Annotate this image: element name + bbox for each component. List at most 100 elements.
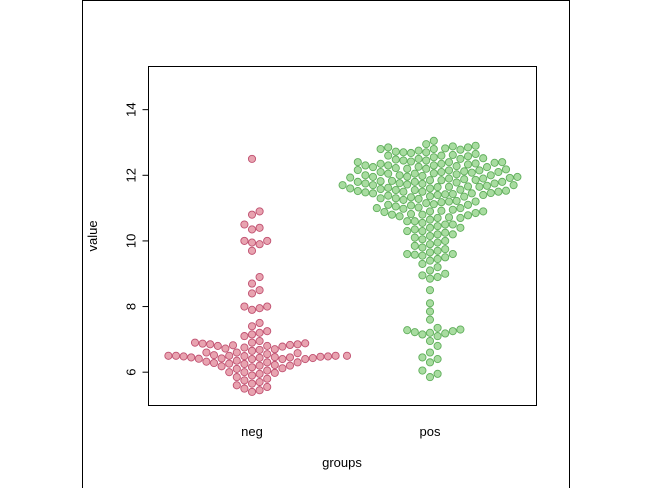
- data-point-pos: [403, 217, 412, 226]
- data-point-pos: [444, 213, 454, 222]
- data-point-neg: [240, 236, 249, 245]
- data-point-neg: [270, 353, 279, 362]
- data-point-pos: [418, 330, 427, 339]
- data-point-pos: [467, 189, 476, 198]
- data-point-pos: [391, 186, 400, 195]
- data-point-pos: [346, 184, 355, 193]
- data-point-pos: [346, 173, 355, 182]
- data-point-neg: [247, 305, 257, 314]
- data-point-neg: [255, 318, 264, 328]
- data-point-pos: [448, 230, 457, 239]
- data-point-neg: [301, 339, 310, 348]
- data-point-pos: [418, 218, 427, 227]
- data-point-pos: [433, 238, 442, 247]
- data-point-neg: [187, 353, 196, 362]
- data-point-pos: [463, 152, 473, 161]
- data-point-pos: [460, 175, 469, 184]
- data-point-pos: [403, 227, 412, 236]
- data-point-neg: [209, 351, 219, 360]
- data-point-pos: [429, 161, 438, 170]
- data-point-pos: [410, 169, 419, 178]
- y-tick-label: 12: [124, 168, 139, 182]
- data-point-neg: [247, 238, 257, 247]
- data-point-pos: [490, 158, 499, 167]
- data-point-neg: [213, 341, 222, 350]
- data-point-pos: [444, 158, 454, 167]
- data-point-pos: [425, 358, 435, 367]
- data-point-pos: [353, 177, 362, 186]
- x-category-label-neg: neg: [241, 424, 263, 439]
- data-point-pos: [368, 163, 378, 172]
- data-point-pos: [376, 177, 385, 186]
- data-point-neg: [316, 352, 325, 361]
- data-point-pos: [425, 348, 435, 357]
- data-point-pos: [406, 148, 416, 158]
- data-point-pos: [448, 249, 457, 259]
- data-point-pos: [418, 187, 427, 196]
- data-point-pos: [384, 161, 393, 170]
- data-point-pos: [414, 162, 423, 171]
- data-point-neg: [342, 351, 352, 360]
- data-point-neg: [247, 355, 257, 364]
- data-point-pos: [410, 217, 419, 226]
- x-category-labels: neg pos: [241, 424, 441, 439]
- data-point-pos: [437, 176, 446, 185]
- data-point-pos: [429, 153, 438, 162]
- data-point-pos: [395, 171, 404, 180]
- data-point-pos: [452, 178, 461, 187]
- data-point-pos: [410, 241, 419, 250]
- data-point-pos: [391, 194, 400, 203]
- data-point-pos: [501, 165, 511, 174]
- data-point-neg: [255, 207, 264, 216]
- data-point-pos: [418, 243, 427, 252]
- data-point-neg: [202, 357, 211, 366]
- data-point-neg: [164, 351, 173, 360]
- data-point-neg: [263, 302, 272, 311]
- data-point-neg: [263, 236, 272, 245]
- data-point-pos: [361, 179, 370, 188]
- data-point-pos: [448, 220, 457, 229]
- data-point-neg: [255, 345, 264, 354]
- frame-left-border: [82, 0, 83, 488]
- data-point-neg: [285, 340, 295, 350]
- data-point-pos: [425, 256, 435, 265]
- data-point-pos: [441, 269, 450, 278]
- data-point-neg: [247, 387, 257, 396]
- data-point-pos: [418, 259, 427, 268]
- data-point-pos: [418, 251, 427, 260]
- data-point-pos: [441, 228, 450, 237]
- data-point-pos: [384, 151, 393, 160]
- data-point-neg: [270, 360, 279, 370]
- data-point-pos: [471, 141, 480, 150]
- data-point-pos: [444, 197, 454, 206]
- y-axis-label: value: [85, 220, 100, 251]
- data-point-neg: [255, 304, 264, 313]
- data-point-neg: [171, 351, 181, 360]
- data-point-pos: [467, 168, 476, 177]
- data-point-neg: [278, 364, 287, 373]
- data-point-neg: [270, 345, 279, 354]
- data-point-pos: [456, 204, 465, 213]
- data-point-neg: [255, 353, 264, 362]
- data-point-pos: [425, 266, 435, 275]
- data-point-neg: [255, 272, 264, 282]
- data-point-neg: [247, 154, 257, 163]
- data-point-pos: [441, 220, 450, 229]
- data-point-pos: [368, 189, 378, 198]
- data-point-neg: [255, 369, 264, 378]
- data-point-pos: [437, 198, 446, 207]
- data-point-pos: [448, 205, 457, 214]
- x-category-label-pos: pos: [420, 424, 441, 439]
- data-point-pos: [425, 215, 435, 224]
- data-point-pos: [376, 167, 385, 177]
- data-point-neg: [217, 362, 226, 371]
- data-point-pos: [414, 146, 423, 155]
- data-point-pos: [414, 203, 423, 212]
- data-point-pos: [422, 199, 431, 208]
- data-point-neg: [232, 373, 241, 382]
- data-point-pos: [376, 144, 385, 154]
- data-point-pos: [437, 206, 446, 215]
- data-point-neg: [240, 359, 249, 369]
- data-point-pos: [406, 209, 416, 219]
